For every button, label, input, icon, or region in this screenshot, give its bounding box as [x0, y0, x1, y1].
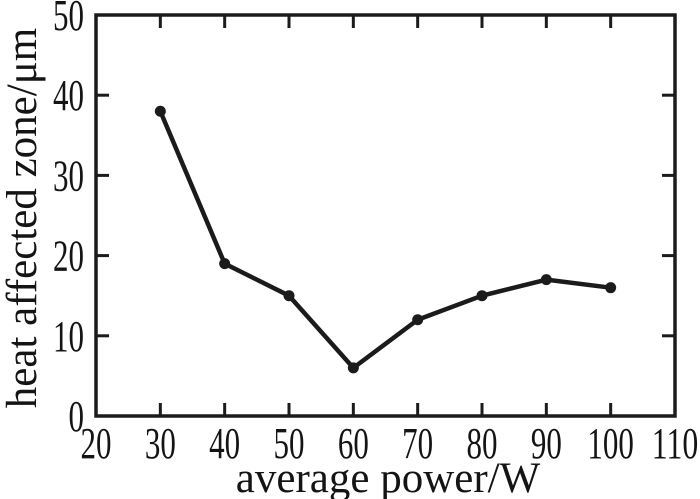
y-tick-label: 30	[53, 151, 84, 200]
y-tick-label: 0	[69, 392, 85, 441]
x-tick-label: 70	[402, 419, 433, 468]
y-tick-label: 50	[53, 0, 84, 40]
x-tick-label: 50	[274, 419, 305, 468]
data-point-marker	[154, 105, 166, 117]
x-tick-label: 110	[652, 419, 699, 468]
x-axis-title: average power/W	[236, 455, 541, 499]
x-tick-label: 30	[145, 419, 176, 468]
data-point-marker	[540, 274, 552, 286]
x-tick-label: 100	[587, 419, 634, 468]
x-tick-label: 80	[467, 419, 498, 468]
data-point-marker	[219, 258, 231, 270]
x-tick-label: 90	[531, 419, 562, 468]
y-axis-title: heat affected zone/μm	[0, 28, 46, 408]
data-line	[158, 108, 613, 371]
data-point-marker	[283, 290, 295, 302]
data-point-marker	[605, 282, 617, 294]
y-tick-label: 40	[53, 71, 84, 120]
data-point-marker	[476, 290, 488, 302]
data-point-marker	[347, 362, 359, 374]
y-tick-label: 10	[53, 312, 84, 361]
plot-border	[94, 13, 677, 418]
y-tick-label: 20	[53, 232, 84, 281]
plot-frame	[94, 13, 677, 418]
data-series	[154, 105, 617, 374]
x-tick-label: 20	[81, 419, 112, 468]
data-point-marker	[412, 314, 424, 326]
axis-ticks: 20 30 40 50 60 70 80 90 100 110 0 10 20 30 40 50	[53, 0, 698, 468]
x-tick-label: 60	[338, 419, 369, 468]
x-tick-label: 40	[209, 419, 240, 468]
